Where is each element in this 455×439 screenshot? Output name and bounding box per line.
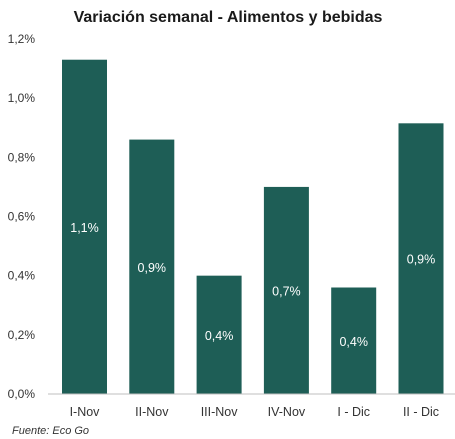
bar — [129, 139, 175, 394]
x-tick-label: II-Nov — [135, 405, 169, 419]
bar-data-label: 1,1% — [70, 221, 99, 235]
bar-data-label: 0,9% — [407, 253, 436, 267]
bar-data-label: 0,4% — [205, 329, 234, 343]
x-tick-label: II - Dic — [403, 405, 439, 419]
y-tick-label: 0,0% — [8, 387, 36, 401]
bar — [331, 287, 377, 394]
bar — [398, 123, 444, 394]
x-tick-label: III-Nov — [201, 405, 239, 419]
y-tick-label: 1,0% — [8, 91, 36, 105]
y-tick-label: 1,2% — [8, 32, 36, 46]
y-tick-label: 0,8% — [8, 150, 36, 164]
y-tick-label: 0,2% — [8, 328, 36, 342]
bar — [62, 59, 107, 394]
bar-data-label: 0,7% — [272, 284, 301, 298]
y-tick-label: 0,4% — [8, 269, 36, 283]
bar-data-label: 0,9% — [138, 261, 167, 275]
y-tick-label: 0,6% — [8, 210, 36, 224]
x-tick-label: IV-Nov — [268, 405, 306, 419]
y-axis: 0,0% 0,2% 0,4% 0,6% 0,8% 1,0% 1,2% — [8, 32, 36, 401]
x-axis: I-Nov II-Nov III-Nov IV-Nov I - Dic II - Dic — [70, 405, 439, 419]
bar — [263, 186, 309, 394]
chart-title: Variación semanal - Alimentos y bebidas — [74, 9, 383, 26]
x-tick-label: I - Dic — [337, 405, 370, 419]
bar-data-label: 0,4% — [339, 335, 368, 349]
bars: 1,1% 0,9% 0,4% 0,7% 0,4% 0,9% — [62, 59, 444, 394]
x-tick-label: I-Nov — [70, 405, 101, 419]
bar — [196, 275, 242, 394]
source-note: Fuente: Eco Go — [12, 425, 89, 437]
